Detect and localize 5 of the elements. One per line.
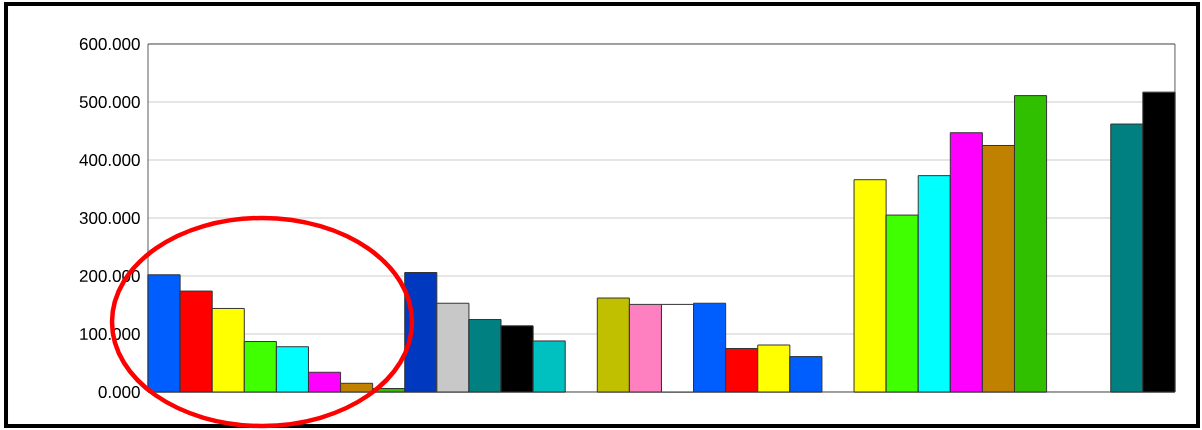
y-tick-label: 0.000 <box>98 385 140 399</box>
y-tick-label: 500.000 <box>79 95 140 109</box>
y-tick-label: 300.000 <box>79 211 140 225</box>
y-tick-label: 600.000 <box>79 37 140 51</box>
y-tick-label: 400.000 <box>79 153 140 167</box>
